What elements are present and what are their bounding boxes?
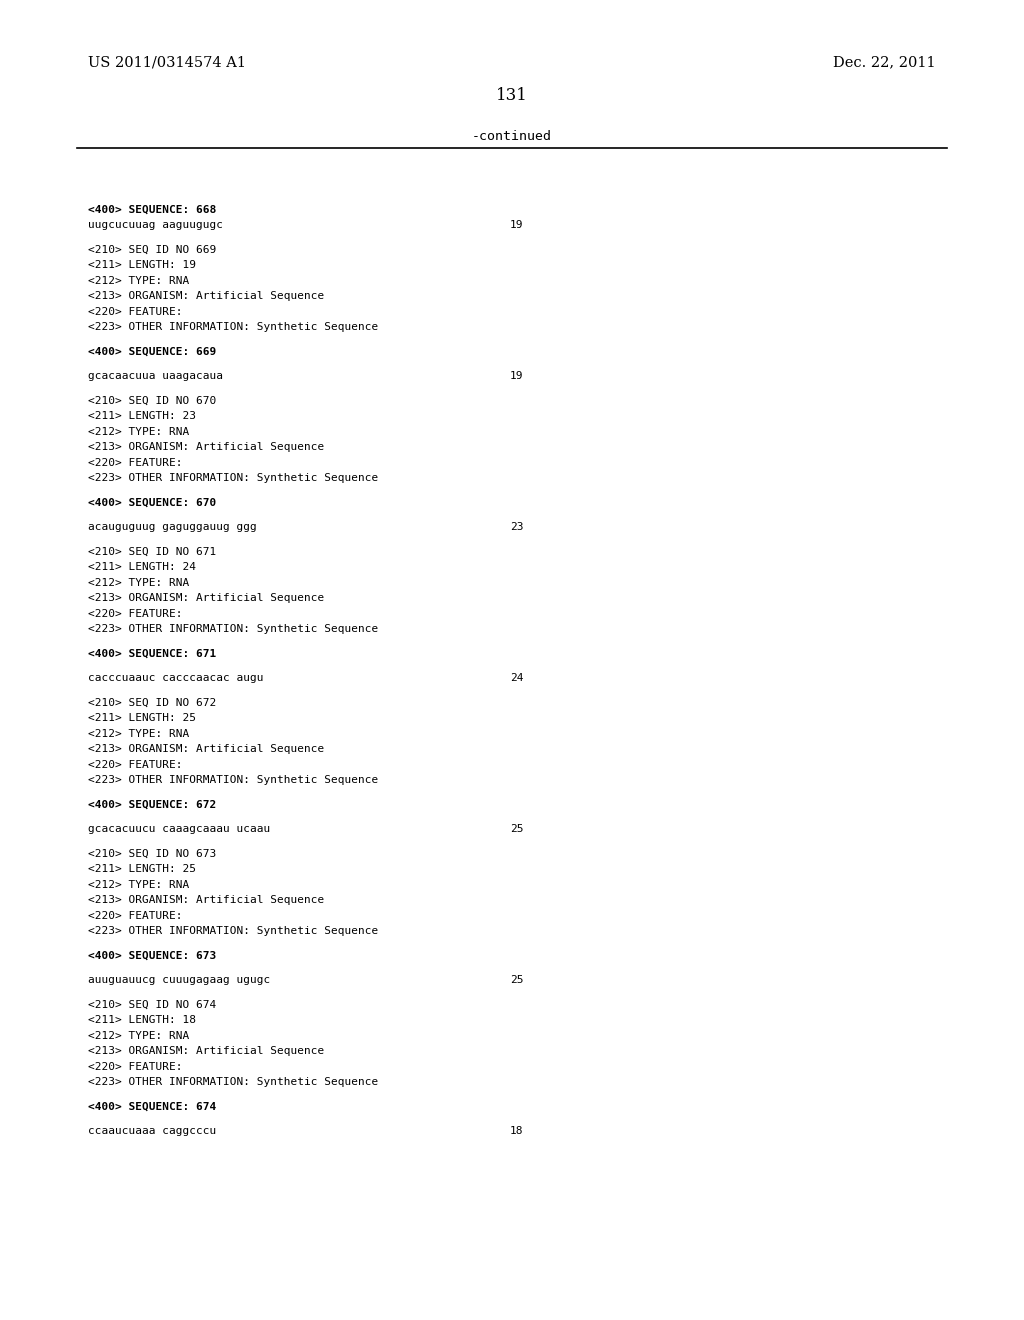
Text: <213> ORGANISM: Artificial Sequence: <213> ORGANISM: Artificial Sequence xyxy=(88,895,325,906)
Text: <223> OTHER INFORMATION: Synthetic Sequence: <223> OTHER INFORMATION: Synthetic Seque… xyxy=(88,474,378,483)
Text: <220> FEATURE:: <220> FEATURE: xyxy=(88,308,182,317)
Text: <223> OTHER INFORMATION: Synthetic Sequence: <223> OTHER INFORMATION: Synthetic Seque… xyxy=(88,322,378,333)
Text: <220> FEATURE:: <220> FEATURE: xyxy=(88,911,182,921)
Text: <210> SEQ ID NO 670: <210> SEQ ID NO 670 xyxy=(88,396,216,407)
Text: uugcucuuag aaguugugc: uugcucuuag aaguugugc xyxy=(88,220,223,231)
Text: gcacacuucu caaagcaaau ucaau: gcacacuucu caaagcaaau ucaau xyxy=(88,825,270,834)
Text: <400> SEQUENCE: 673: <400> SEQUENCE: 673 xyxy=(88,950,216,961)
Text: <400> SEQUENCE: 670: <400> SEQUENCE: 670 xyxy=(88,498,216,508)
Text: <211> LENGTH: 23: <211> LENGTH: 23 xyxy=(88,412,196,421)
Text: 25: 25 xyxy=(510,975,523,986)
Text: <213> ORGANISM: Artificial Sequence: <213> ORGANISM: Artificial Sequence xyxy=(88,594,325,603)
Text: <223> OTHER INFORMATION: Synthetic Sequence: <223> OTHER INFORMATION: Synthetic Seque… xyxy=(88,775,378,785)
Text: <212> TYPE: RNA: <212> TYPE: RNA xyxy=(88,578,189,587)
Text: <210> SEQ ID NO 672: <210> SEQ ID NO 672 xyxy=(88,698,216,708)
Text: 19: 19 xyxy=(510,371,523,381)
Text: 131: 131 xyxy=(496,87,528,104)
Text: <212> TYPE: RNA: <212> TYPE: RNA xyxy=(88,1031,189,1041)
Text: 24: 24 xyxy=(510,673,523,684)
Text: <220> FEATURE:: <220> FEATURE: xyxy=(88,609,182,619)
Text: cacccuaauc cacccaacac augu: cacccuaauc cacccaacac augu xyxy=(88,673,263,684)
Text: <223> OTHER INFORMATION: Synthetic Sequence: <223> OTHER INFORMATION: Synthetic Seque… xyxy=(88,1077,378,1088)
Text: <400> SEQUENCE: 672: <400> SEQUENCE: 672 xyxy=(88,800,216,810)
Text: Dec. 22, 2011: Dec. 22, 2011 xyxy=(834,55,936,69)
Text: <211> LENGTH: 24: <211> LENGTH: 24 xyxy=(88,562,196,573)
Text: <400> SEQUENCE: 668: <400> SEQUENCE: 668 xyxy=(88,205,216,215)
Text: <210> SEQ ID NO 669: <210> SEQ ID NO 669 xyxy=(88,246,216,255)
Text: gcacaacuua uaagacaua: gcacaacuua uaagacaua xyxy=(88,371,223,381)
Text: <211> LENGTH: 18: <211> LENGTH: 18 xyxy=(88,1015,196,1026)
Text: <220> FEATURE:: <220> FEATURE: xyxy=(88,760,182,770)
Text: 19: 19 xyxy=(510,220,523,231)
Text: acauguguug gaguggauug ggg: acauguguug gaguggauug ggg xyxy=(88,523,257,532)
Text: <210> SEQ ID NO 673: <210> SEQ ID NO 673 xyxy=(88,849,216,859)
Text: <400> SEQUENCE: 671: <400> SEQUENCE: 671 xyxy=(88,649,216,659)
Text: <211> LENGTH: 25: <211> LENGTH: 25 xyxy=(88,714,196,723)
Text: <211> LENGTH: 19: <211> LENGTH: 19 xyxy=(88,260,196,271)
Text: <213> ORGANISM: Artificial Sequence: <213> ORGANISM: Artificial Sequence xyxy=(88,744,325,755)
Text: <211> LENGTH: 25: <211> LENGTH: 25 xyxy=(88,865,196,874)
Text: ccaaucuaaa caggcccu: ccaaucuaaa caggcccu xyxy=(88,1126,216,1137)
Text: <212> TYPE: RNA: <212> TYPE: RNA xyxy=(88,426,189,437)
Text: <220> FEATURE:: <220> FEATURE: xyxy=(88,1063,182,1072)
Text: <220> FEATURE:: <220> FEATURE: xyxy=(88,458,182,469)
Text: <213> ORGANISM: Artificial Sequence: <213> ORGANISM: Artificial Sequence xyxy=(88,292,325,301)
Text: 18: 18 xyxy=(510,1126,523,1137)
Text: -continued: -continued xyxy=(472,129,552,143)
Text: <212> TYPE: RNA: <212> TYPE: RNA xyxy=(88,276,189,286)
Text: <213> ORGANISM: Artificial Sequence: <213> ORGANISM: Artificial Sequence xyxy=(88,442,325,453)
Text: <223> OTHER INFORMATION: Synthetic Sequence: <223> OTHER INFORMATION: Synthetic Seque… xyxy=(88,927,378,936)
Text: 23: 23 xyxy=(510,523,523,532)
Text: <212> TYPE: RNA: <212> TYPE: RNA xyxy=(88,880,189,890)
Text: <210> SEQ ID NO 674: <210> SEQ ID NO 674 xyxy=(88,1001,216,1010)
Text: <212> TYPE: RNA: <212> TYPE: RNA xyxy=(88,729,189,739)
Text: <400> SEQUENCE: 669: <400> SEQUENCE: 669 xyxy=(88,347,216,356)
Text: <223> OTHER INFORMATION: Synthetic Sequence: <223> OTHER INFORMATION: Synthetic Seque… xyxy=(88,624,378,635)
Text: <400> SEQUENCE: 674: <400> SEQUENCE: 674 xyxy=(88,1102,216,1111)
Text: <213> ORGANISM: Artificial Sequence: <213> ORGANISM: Artificial Sequence xyxy=(88,1047,325,1056)
Text: <210> SEQ ID NO 671: <210> SEQ ID NO 671 xyxy=(88,546,216,557)
Text: 25: 25 xyxy=(510,825,523,834)
Text: US 2011/0314574 A1: US 2011/0314574 A1 xyxy=(88,55,246,69)
Text: auuguauucg cuuugagaag ugugc: auuguauucg cuuugagaag ugugc xyxy=(88,975,270,986)
